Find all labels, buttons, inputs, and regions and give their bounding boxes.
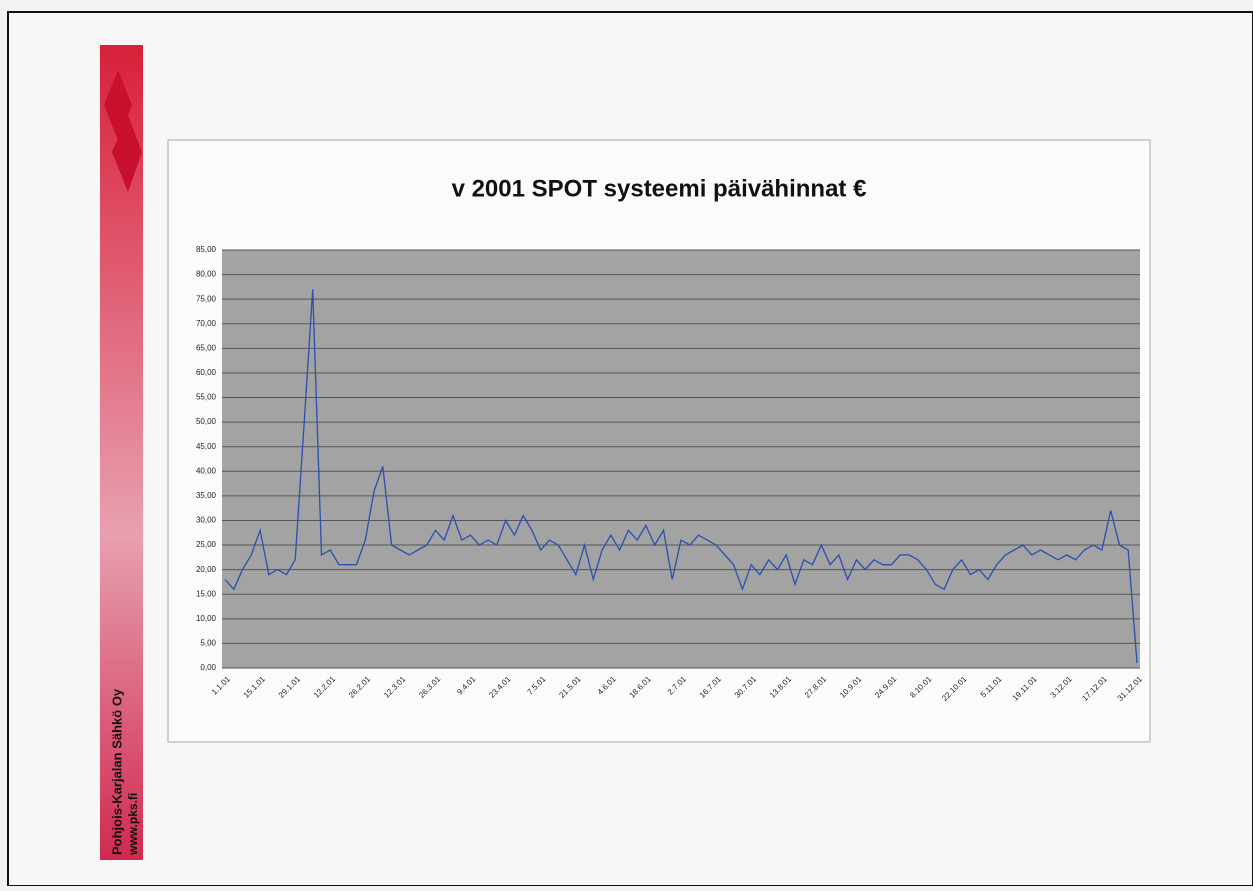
website: www.pks.fi [126,793,140,856]
y-tick-label: 20,00 [196,565,217,574]
y-tick-label: 80,00 [196,270,217,279]
y-tick-label: 85,00 [196,245,217,254]
y-tick-label: 10,00 [196,614,217,623]
y-tick-label: 55,00 [196,393,217,402]
y-tick-label: 45,00 [196,442,217,451]
y-tick-label: 30,00 [196,516,217,525]
data-line [224,289,1138,664]
y-tick-label: 70,00 [196,319,217,328]
company-name: Pohjois-Karjalan Sähkö Oy [109,688,124,855]
chart-title: v 2001 SPOT systeemi päivähinnat € [452,175,867,202]
y-tick-label: 0,00 [200,663,216,672]
plot-area [222,250,1140,668]
y-tick-label: 75,00 [196,294,217,303]
y-tick-label: 25,00 [196,540,217,549]
y-tick-label: 65,00 [196,343,217,352]
y-tick-label: 5,00 [200,639,216,648]
y-tick-label: 15,00 [196,589,217,598]
side-bar [100,45,143,860]
y-tick-label: 35,00 [196,491,217,500]
logo-diamond [112,115,142,192]
y-tick-label: 40,00 [196,466,217,475]
y-tick-label: 50,00 [196,417,217,426]
y-tick-label: 60,00 [196,368,217,377]
